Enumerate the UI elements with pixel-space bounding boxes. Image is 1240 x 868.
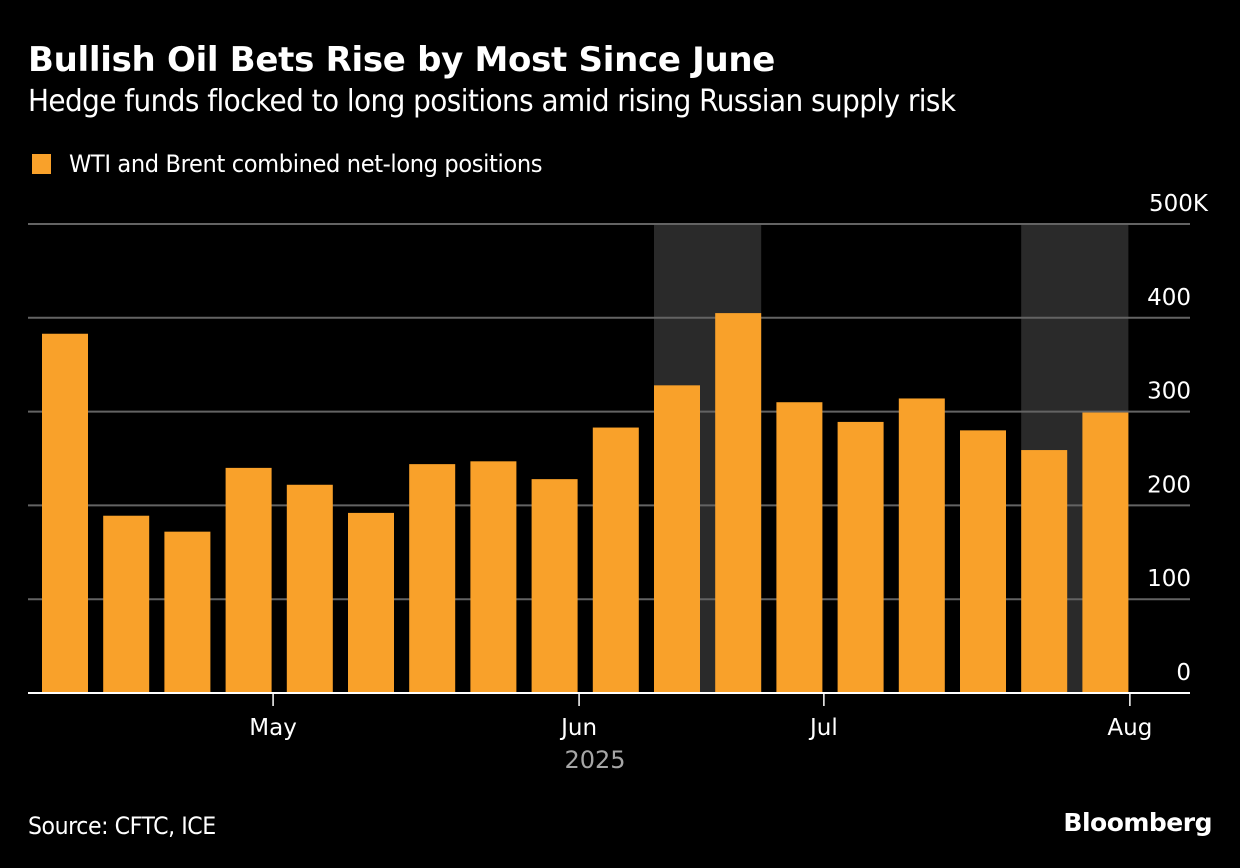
bars (42, 313, 1129, 693)
y-axis-labels: 0 100 200 300 400 500K (1147, 191, 1209, 686)
bar (715, 313, 762, 693)
y-tick-label: 0 (1176, 660, 1191, 686)
x-axis-year-label: 2025 (564, 746, 625, 774)
bar (42, 333, 88, 693)
x-tick-label: Jun (559, 715, 597, 741)
x-tick-label: Aug (1107, 715, 1152, 741)
y-tick-label: 300 (1147, 379, 1191, 405)
chart-title: Bullish Oil Bets Rise by Most Since June (28, 40, 776, 80)
source-note: Source: CFTC, ICE (28, 812, 216, 840)
x-tick-label: May (249, 715, 297, 741)
bar (776, 402, 823, 693)
bar (225, 467, 272, 693)
legend-swatch (32, 154, 51, 174)
bar (103, 515, 150, 693)
bar (960, 430, 1006, 693)
y-tick-label: 500K (1149, 191, 1209, 217)
bar (837, 421, 884, 693)
legend-label: WTI and Brent combined net-long position… (69, 150, 543, 178)
bar (409, 464, 456, 693)
bar (898, 398, 945, 693)
bar (654, 385, 700, 693)
bar (592, 427, 639, 693)
chart-subtitle: Hedge funds flocked to long positions am… (28, 84, 956, 119)
bar (348, 512, 394, 693)
x-axis: May Jun Jul Aug 2025 (28, 692, 1190, 774)
legend: WTI and Brent combined net-long position… (32, 150, 572, 178)
y-tick-label: 100 (1147, 566, 1191, 592)
x-tick-label: Jul (808, 715, 838, 741)
bloomberg-logo: Bloomberg (1063, 808, 1212, 837)
bar (286, 484, 333, 693)
bar (164, 531, 211, 693)
bar (470, 461, 517, 693)
bar (1082, 412, 1129, 693)
y-tick-label: 400 (1147, 285, 1191, 311)
bar (1021, 450, 1068, 693)
y-tick-label: 200 (1147, 472, 1191, 498)
bar (531, 479, 578, 693)
